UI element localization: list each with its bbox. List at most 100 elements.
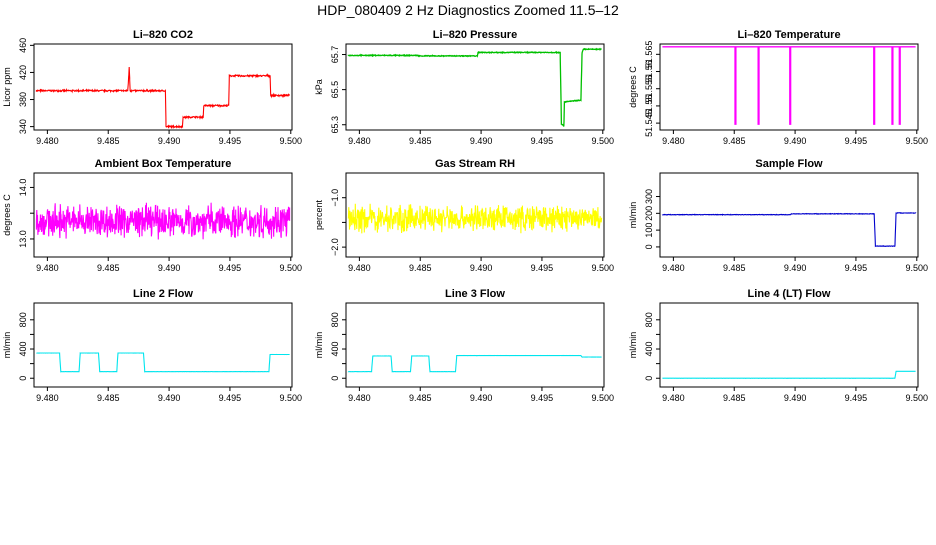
series-line [347,47,602,127]
y-axis-label: ml/min [628,202,638,229]
y-tick-label: 51.56 [644,60,654,83]
y-tick-label: 800 [644,312,654,327]
x-tick-label: 9.500 [592,263,615,273]
x-tick-label: 9.490 [470,263,493,273]
x-tick-label: 9.480 [662,136,685,146]
plot-frame [345,172,605,258]
y-axis-label: ml/min [314,332,324,359]
y-tick-label: 400 [330,342,340,357]
x-tick-label: 9.500 [280,263,303,273]
y-tick-label: 65.7 [330,46,340,64]
y-tick-label: 200 [644,206,654,221]
series-line [35,202,291,240]
x-tick-label: 9.480 [662,393,685,403]
x-tick-label: 9.495 [219,393,242,403]
x-tick-label: 9.495 [531,263,554,273]
x-tick-label: 9.500 [906,136,929,146]
panel-5: Gas Stream RH percent 9.480 9.485 9.490 9.495… [314,158,614,273]
y-axis-label: percent [314,199,324,230]
y-tick-label: 400 [18,342,28,357]
x-tick-label: 9.485 [409,263,432,273]
panel-9: Line 4 (LT) Flow ml/min 9.480 9.485 9.490 9.4… [628,288,928,403]
x-tick-label: 9.480 [348,136,371,146]
panel-title: Li–820 Pressure [433,29,517,41]
y-tick-label: 420 [18,65,28,80]
panel-title: Gas Stream RH [435,158,515,170]
y-axis-label: degrees C [628,66,638,108]
panels-grid: Li–820 CO2 Licor ppm 9.480 9.485 9.490 9.495 9… [2,29,928,403]
x-tick-label: 9.490 [784,393,807,403]
panel-title: Line 4 (LT) Flow [748,288,831,300]
x-tick-label: 9.500 [906,263,929,273]
y-tick-label: 340 [18,119,28,134]
x-tick-label: 9.485 [409,393,432,403]
x-tick-label: 9.500 [906,393,929,403]
x-tick-label: 9.495 [219,136,242,146]
x-tick-label: 9.490 [784,136,807,146]
x-tick-label: 9.495 [845,136,868,146]
x-tick-label: 9.495 [219,263,242,273]
panel-6: Sample Flow ml/min 9.480 9.485 9.490 9.495 9.5… [628,158,928,273]
y-axis-label: Licor ppm [2,67,12,107]
x-tick-label: 9.495 [531,393,554,403]
panel-title: Line 3 Flow [445,288,505,300]
y-tick-label: 13.0 [18,230,28,248]
x-tick-label: 9.485 [409,136,432,146]
y-tick-label: 65.3 [330,116,340,134]
x-tick-label: 9.500 [592,136,615,146]
y-tick-label: 460 [18,38,28,53]
panel-title: Li–820 CO2 [133,29,193,41]
plot-frame [345,302,605,388]
x-tick-label: 9.490 [470,393,493,403]
y-tick-label: 380 [18,92,28,107]
figure-title: HDP_080409 2 Hz Diagnostics Zoomed 11.5–… [317,2,619,18]
y-tick-label: 400 [644,342,654,357]
x-tick-label: 9.480 [348,263,371,273]
series-line [36,352,290,373]
series-line [347,354,602,373]
panel-3: Li–820 Temperature degrees C 9.480 9.485 9.4… [628,29,928,146]
y-axis-label: kPa [314,79,324,95]
plot-frame [33,43,293,131]
y-axis-label: ml/min [628,332,638,359]
panel-8: Line 3 Flow ml/min 9.480 9.485 9.490 9.495 9.5… [314,288,614,403]
y-tick-label: 0 [644,376,654,381]
x-tick-label: 9.485 [97,136,120,146]
series-line [347,203,603,234]
y-tick-label: 800 [18,312,28,327]
y-tick-label: 100 [644,223,654,238]
y-axis-label: degrees C [2,194,12,236]
x-tick-label: 9.500 [280,393,303,403]
y-tick-label: 51.565 [644,41,654,69]
x-tick-label: 9.480 [36,263,59,273]
x-tick-label: 9.485 [723,136,746,146]
y-axis-label: ml/min [2,332,12,359]
plot-frame [659,172,919,258]
x-tick-label: 9.480 [36,136,59,146]
x-tick-label: 9.495 [531,136,554,146]
panel-title: Li–820 Temperature [737,29,840,41]
plot-frame [345,43,605,131]
x-tick-label: 9.490 [470,136,493,146]
x-tick-label: 9.485 [723,263,746,273]
x-tick-label: 9.480 [36,393,59,403]
panel-1: Li–820 CO2 Licor ppm 9.480 9.485 9.490 9.495 9… [2,29,302,146]
panel-title: Sample Flow [755,158,823,170]
panel-title: Ambient Box Temperature [95,158,232,170]
series-line [35,66,291,130]
series-line [662,370,916,379]
y-tick-label: −2.0 [330,238,340,256]
y-tick-label: 51.545 [644,109,654,137]
x-tick-label: 9.495 [845,393,868,403]
y-tick-label: 51.55 [644,95,654,118]
x-tick-label: 9.490 [784,263,807,273]
y-tick-label: 14.0 [18,179,28,197]
y-tick-label: 800 [330,312,340,327]
y-tick-label: 0 [18,376,28,381]
y-tick-label: 0 [644,244,654,249]
panel-2: Li–820 Pressure kPa 9.480 9.485 9.490 9.495 9.… [314,29,614,146]
y-tick-label: −1.0 [330,189,340,207]
x-tick-label: 9.490 [158,263,181,273]
